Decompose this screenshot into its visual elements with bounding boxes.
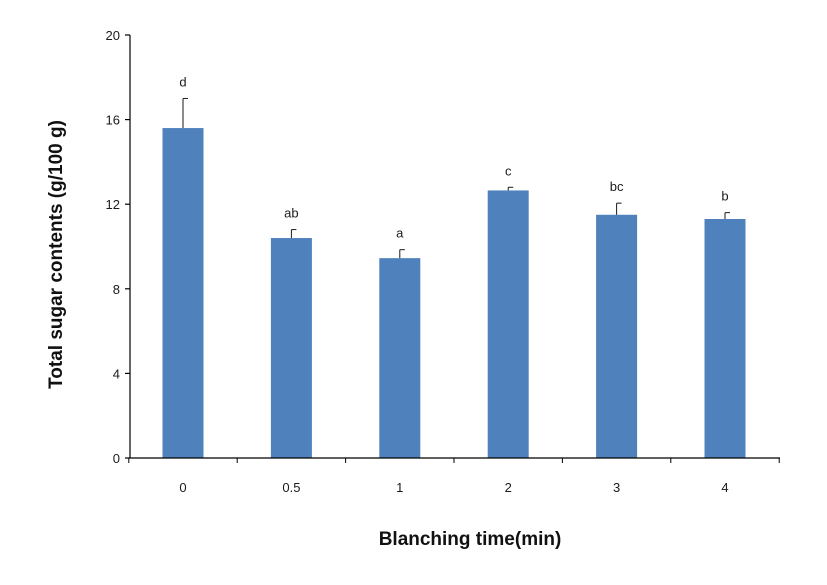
bar [162, 128, 204, 458]
bar [704, 219, 746, 458]
y-axis-title: Total sugar contents (g/100 g) [46, 120, 67, 389]
x-tick-label: 1 [396, 480, 403, 495]
significance-labels-layer: d ab a c bc b [179, 74, 728, 240]
significance-label: d [179, 74, 186, 89]
y-tick-label: 0 [113, 451, 120, 466]
x-tick-label: 4 [721, 480, 728, 495]
x-tick-label: 3 [613, 480, 620, 495]
x-axis-title: Blanching time(min) [379, 529, 562, 550]
y-tick-label: 16 [106, 113, 120, 128]
y-ticks-layer: 0 4 8 12 16 20 [106, 28, 130, 466]
y-tick-label: 8 [113, 282, 120, 297]
bar [379, 258, 421, 458]
significance-label: c [505, 163, 512, 178]
significance-label: a [396, 226, 404, 241]
y-tick-label: 12 [106, 197, 120, 212]
error-bars-layer [182, 97, 730, 259]
y-tick-label: 4 [113, 366, 120, 381]
x-ticks-layer: 0 0.5 1 2 3 4 [128, 458, 780, 495]
x-tick-label: 2 [505, 480, 512, 495]
x-tick-label: 0 [179, 480, 186, 495]
significance-label: ab [284, 206, 298, 221]
bar [270, 238, 312, 458]
bar [487, 190, 529, 458]
significance-label: bc [610, 179, 624, 194]
bars-layer [162, 128, 746, 458]
bar [596, 214, 638, 458]
x-tick-label: 0.5 [282, 480, 300, 495]
significance-label: b [721, 189, 728, 204]
y-tick-label: 20 [106, 28, 120, 43]
